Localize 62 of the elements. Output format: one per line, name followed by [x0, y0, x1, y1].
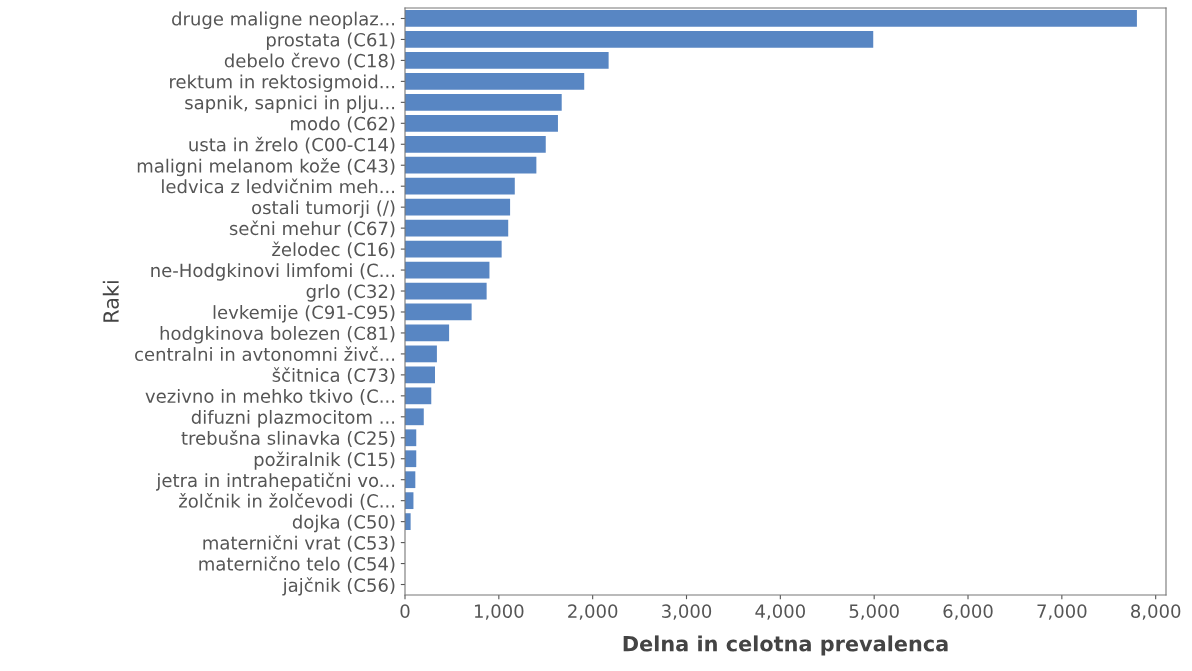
- bar: [405, 513, 411, 531]
- bar: [405, 408, 424, 426]
- bar: [405, 52, 609, 69]
- y-tick-label: jajčnik (C56): [282, 577, 395, 596]
- y-tick-label: trebušna slinavka (C25): [181, 430, 395, 448]
- y-tick-label: maternični vrat (C53): [203, 535, 395, 552]
- bar: [405, 219, 509, 237]
- x-tick-label: 8,000: [1131, 604, 1181, 620]
- bar: [405, 282, 487, 300]
- y-tick-label: usta in žrelo (C00-C14): [189, 136, 395, 154]
- bar: [405, 366, 436, 384]
- y-tick-label: žolčnik in žolčevodi (C...: [179, 493, 395, 510]
- bar: [405, 156, 537, 174]
- y-tick-label: požiralnik (C15): [254, 451, 395, 470]
- bar: [405, 10, 1137, 27]
- y-tick-label: maternično telo (C54): [199, 555, 395, 573]
- y-tick-label: centralni in avtonomni živč...: [135, 346, 395, 362]
- bar: [405, 345, 437, 363]
- bar: [405, 324, 450, 342]
- bar: [405, 261, 490, 279]
- y-tick-label: rektum in rektosigmoid...: [170, 74, 395, 92]
- x-axis-title: Delna in celotna prevalenca: [623, 635, 948, 656]
- x-tick-label: 6,000: [943, 604, 993, 620]
- x-tick-label: 2,000: [568, 604, 618, 620]
- y-tick-label: dojka (C50): [292, 514, 395, 533]
- x-tick-label: 1,000: [474, 604, 524, 620]
- x-tick-label: 7,000: [1037, 604, 1087, 620]
- y-tick-label: grlo (C32): [306, 284, 395, 302]
- y-tick-label: sapnik, sapnici in plju...: [185, 95, 395, 113]
- y-tick-label: sečni mehur (C67): [229, 220, 395, 238]
- bar: [405, 303, 472, 321]
- y-tick-label: želodec (C16): [272, 241, 395, 259]
- y-tick-label: modo (C62): [291, 116, 395, 133]
- bar: [405, 135, 546, 153]
- bar: [405, 31, 874, 48]
- x-tick-label: 3,000: [662, 604, 712, 620]
- y-axis-title: Raki: [102, 281, 119, 322]
- bar: [405, 240, 502, 258]
- y-tick-label: maligni melanom kože (C43): [137, 158, 395, 177]
- bar: [405, 450, 417, 468]
- y-tick-label: druge maligne neoplaz...: [172, 11, 395, 30]
- y-tick-label: prostata (C61): [266, 32, 395, 51]
- y-tick-label: difuzni plazmocitom ...: [191, 409, 395, 428]
- bar: [405, 93, 562, 111]
- y-tick-label: vezivno in mehko tkivo (C...: [145, 388, 395, 406]
- y-tick-label: ostali tumorji (/): [252, 200, 395, 218]
- x-tick-label: 5,000: [849, 604, 899, 620]
- x-tick-label: 4,000: [755, 604, 805, 620]
- y-tick-label: jetra in intrahepatični vo...: [156, 472, 395, 491]
- bar: [405, 114, 558, 132]
- bar: [405, 177, 515, 195]
- y-tick-label: levkemije (C91-C95): [213, 305, 395, 323]
- y-tick-label: ledvica z ledvičnim meh...: [162, 178, 395, 194]
- bar: [405, 429, 417, 447]
- y-tick-label: ne-Hodgkinovi limfomi (C...: [151, 263, 395, 281]
- y-tick-label: debelo črevo (C18): [224, 52, 395, 70]
- bar: [405, 72, 585, 90]
- x-tick-label: 0: [400, 604, 410, 618]
- y-tick-label: hodgkinova bolezen (C81): [160, 326, 395, 344]
- bar: [405, 198, 511, 216]
- bar: [405, 387, 432, 405]
- y-tick-label: ščitnica (C73): [272, 367, 395, 385]
